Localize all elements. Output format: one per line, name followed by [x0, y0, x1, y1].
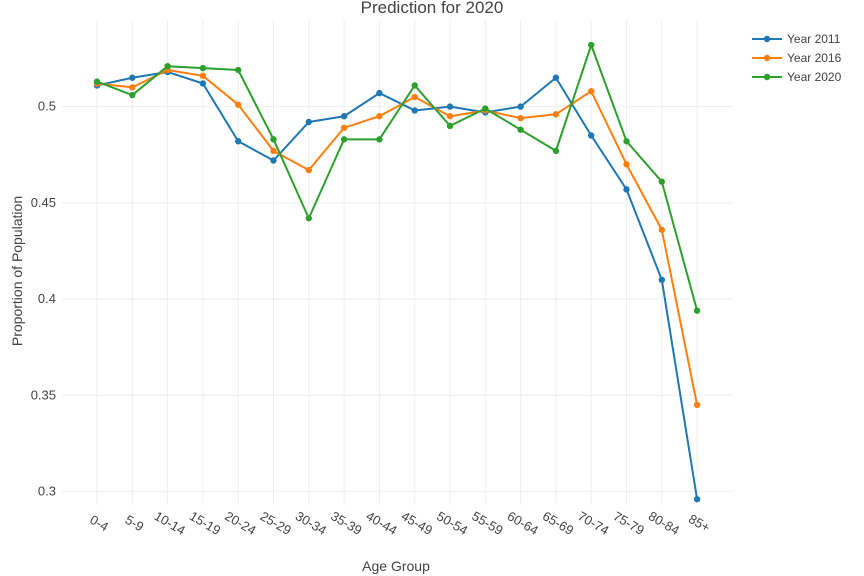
data-point[interactable] [270, 136, 277, 143]
x-tick-label: 45-49 [399, 508, 435, 538]
data-point[interactable] [129, 91, 136, 99]
y-axis-title: Proportion of Population [9, 196, 25, 346]
data-point[interactable] [376, 113, 383, 120]
data-point[interactable] [623, 138, 630, 145]
data-point[interactable] [482, 105, 489, 112]
y-tick-label: 0.5 [38, 99, 56, 114]
data-point[interactable] [93, 78, 101, 85]
x-gridlines [96, 20, 698, 505]
y-gridlines [62, 106, 732, 493]
data-point[interactable] [270, 147, 277, 155]
data-point[interactable] [129, 84, 136, 91]
legend-label: Year 2020 [787, 70, 842, 84]
data-point[interactable] [340, 124, 348, 131]
x-tick-label: 10-14 [152, 508, 188, 538]
x-tick-label: 65-69 [540, 508, 576, 538]
legend-label: Year 2011 [787, 32, 841, 46]
legend-marker [763, 54, 771, 62]
series-line [96, 69, 699, 406]
legend-label: Year 2016 [787, 51, 842, 65]
data-point[interactable] [552, 74, 560, 81]
data-point[interactable] [411, 93, 418, 101]
data-point[interactable] [305, 166, 312, 174]
legend[interactable]: Year 2011 Year 2016 Year 2020 [752, 32, 842, 84]
data-point[interactable] [446, 122, 454, 130]
series-layer [93, 41, 701, 503]
series-group [93, 41, 701, 314]
series-line [96, 44, 699, 311]
data-point[interactable] [199, 72, 207, 80]
data-point[interactable] [340, 113, 348, 120]
chart-title: Prediction for 2020 [361, 0, 504, 17]
data-point[interactable] [693, 401, 701, 409]
x-tick-label: 55-59 [469, 508, 505, 538]
data-point[interactable] [235, 101, 242, 108]
data-point[interactable] [517, 114, 524, 122]
x-tick-label: 20-24 [222, 508, 258, 538]
series-group [93, 66, 701, 409]
data-point[interactable] [446, 103, 454, 110]
data-point[interactable] [411, 107, 418, 114]
x-tick-label: 80-84 [646, 508, 682, 538]
data-point[interactable] [164, 62, 171, 70]
y-tick-labels: 0.3 0.35 0.4 0.45 0.5 [31, 99, 56, 499]
y-tick-label: 0.45 [31, 195, 56, 210]
legend-marker [763, 35, 771, 43]
x-tick-label: 35-39 [328, 508, 364, 538]
data-point[interactable] [305, 118, 312, 126]
data-point[interactable] [588, 88, 595, 95]
data-point[interactable] [552, 147, 560, 155]
data-point[interactable] [376, 136, 383, 143]
x-tick-label: 85+ [686, 511, 713, 535]
data-point[interactable] [693, 496, 701, 503]
x-tick-labels: 0-4 5-9 10-14 15-19 20-24 25-29 30-34 35-39 40-4… [87, 508, 712, 538]
legend-item[interactable]: Year 2020 [752, 70, 842, 84]
data-point[interactable] [658, 276, 665, 284]
x-tick-label: 60-64 [505, 508, 541, 538]
legend-item[interactable]: Year 2011 [752, 32, 841, 46]
data-point[interactable] [199, 64, 207, 72]
data-point[interactable] [376, 89, 383, 97]
x-tick-label: 0-4 [87, 512, 111, 534]
y-tick-label: 0.4 [38, 291, 56, 306]
data-point[interactable] [199, 80, 207, 87]
data-point[interactable] [411, 82, 418, 89]
data-point[interactable] [693, 307, 701, 314]
x-tick-label: 40-44 [364, 508, 400, 538]
x-tick-label: 25-29 [258, 508, 294, 538]
x-tick-label: 70-74 [575, 508, 611, 538]
y-tick-label: 0.35 [31, 387, 56, 402]
x-tick-label: 30-34 [293, 508, 329, 538]
data-point[interactable] [270, 157, 277, 164]
x-axis-title: Age Group [362, 558, 430, 574]
legend-marker [763, 73, 771, 81]
data-point[interactable] [623, 186, 630, 193]
data-point[interactable] [235, 66, 242, 74]
data-point[interactable] [340, 136, 348, 143]
data-point[interactable] [658, 226, 665, 233]
data-point[interactable] [588, 41, 595, 49]
data-point[interactable] [588, 132, 595, 139]
x-tick-label: 15-19 [187, 508, 223, 538]
data-point[interactable] [129, 74, 136, 81]
data-point[interactable] [517, 103, 524, 110]
series-line [96, 70, 699, 500]
data-point[interactable] [446, 113, 454, 120]
data-point[interactable] [305, 215, 312, 222]
y-tick-label: 0.3 [38, 484, 56, 499]
data-point[interactable] [658, 178, 665, 185]
legend-item[interactable]: Year 2016 [752, 51, 842, 65]
x-tick-label: 5-9 [123, 512, 147, 534]
series-group [93, 68, 701, 503]
data-point[interactable] [623, 161, 630, 168]
data-point[interactable] [517, 126, 524, 133]
data-point[interactable] [552, 111, 560, 118]
x-tick-label: 50-54 [434, 508, 470, 538]
data-point[interactable] [235, 138, 242, 145]
x-tick-label: 75-79 [611, 508, 647, 538]
